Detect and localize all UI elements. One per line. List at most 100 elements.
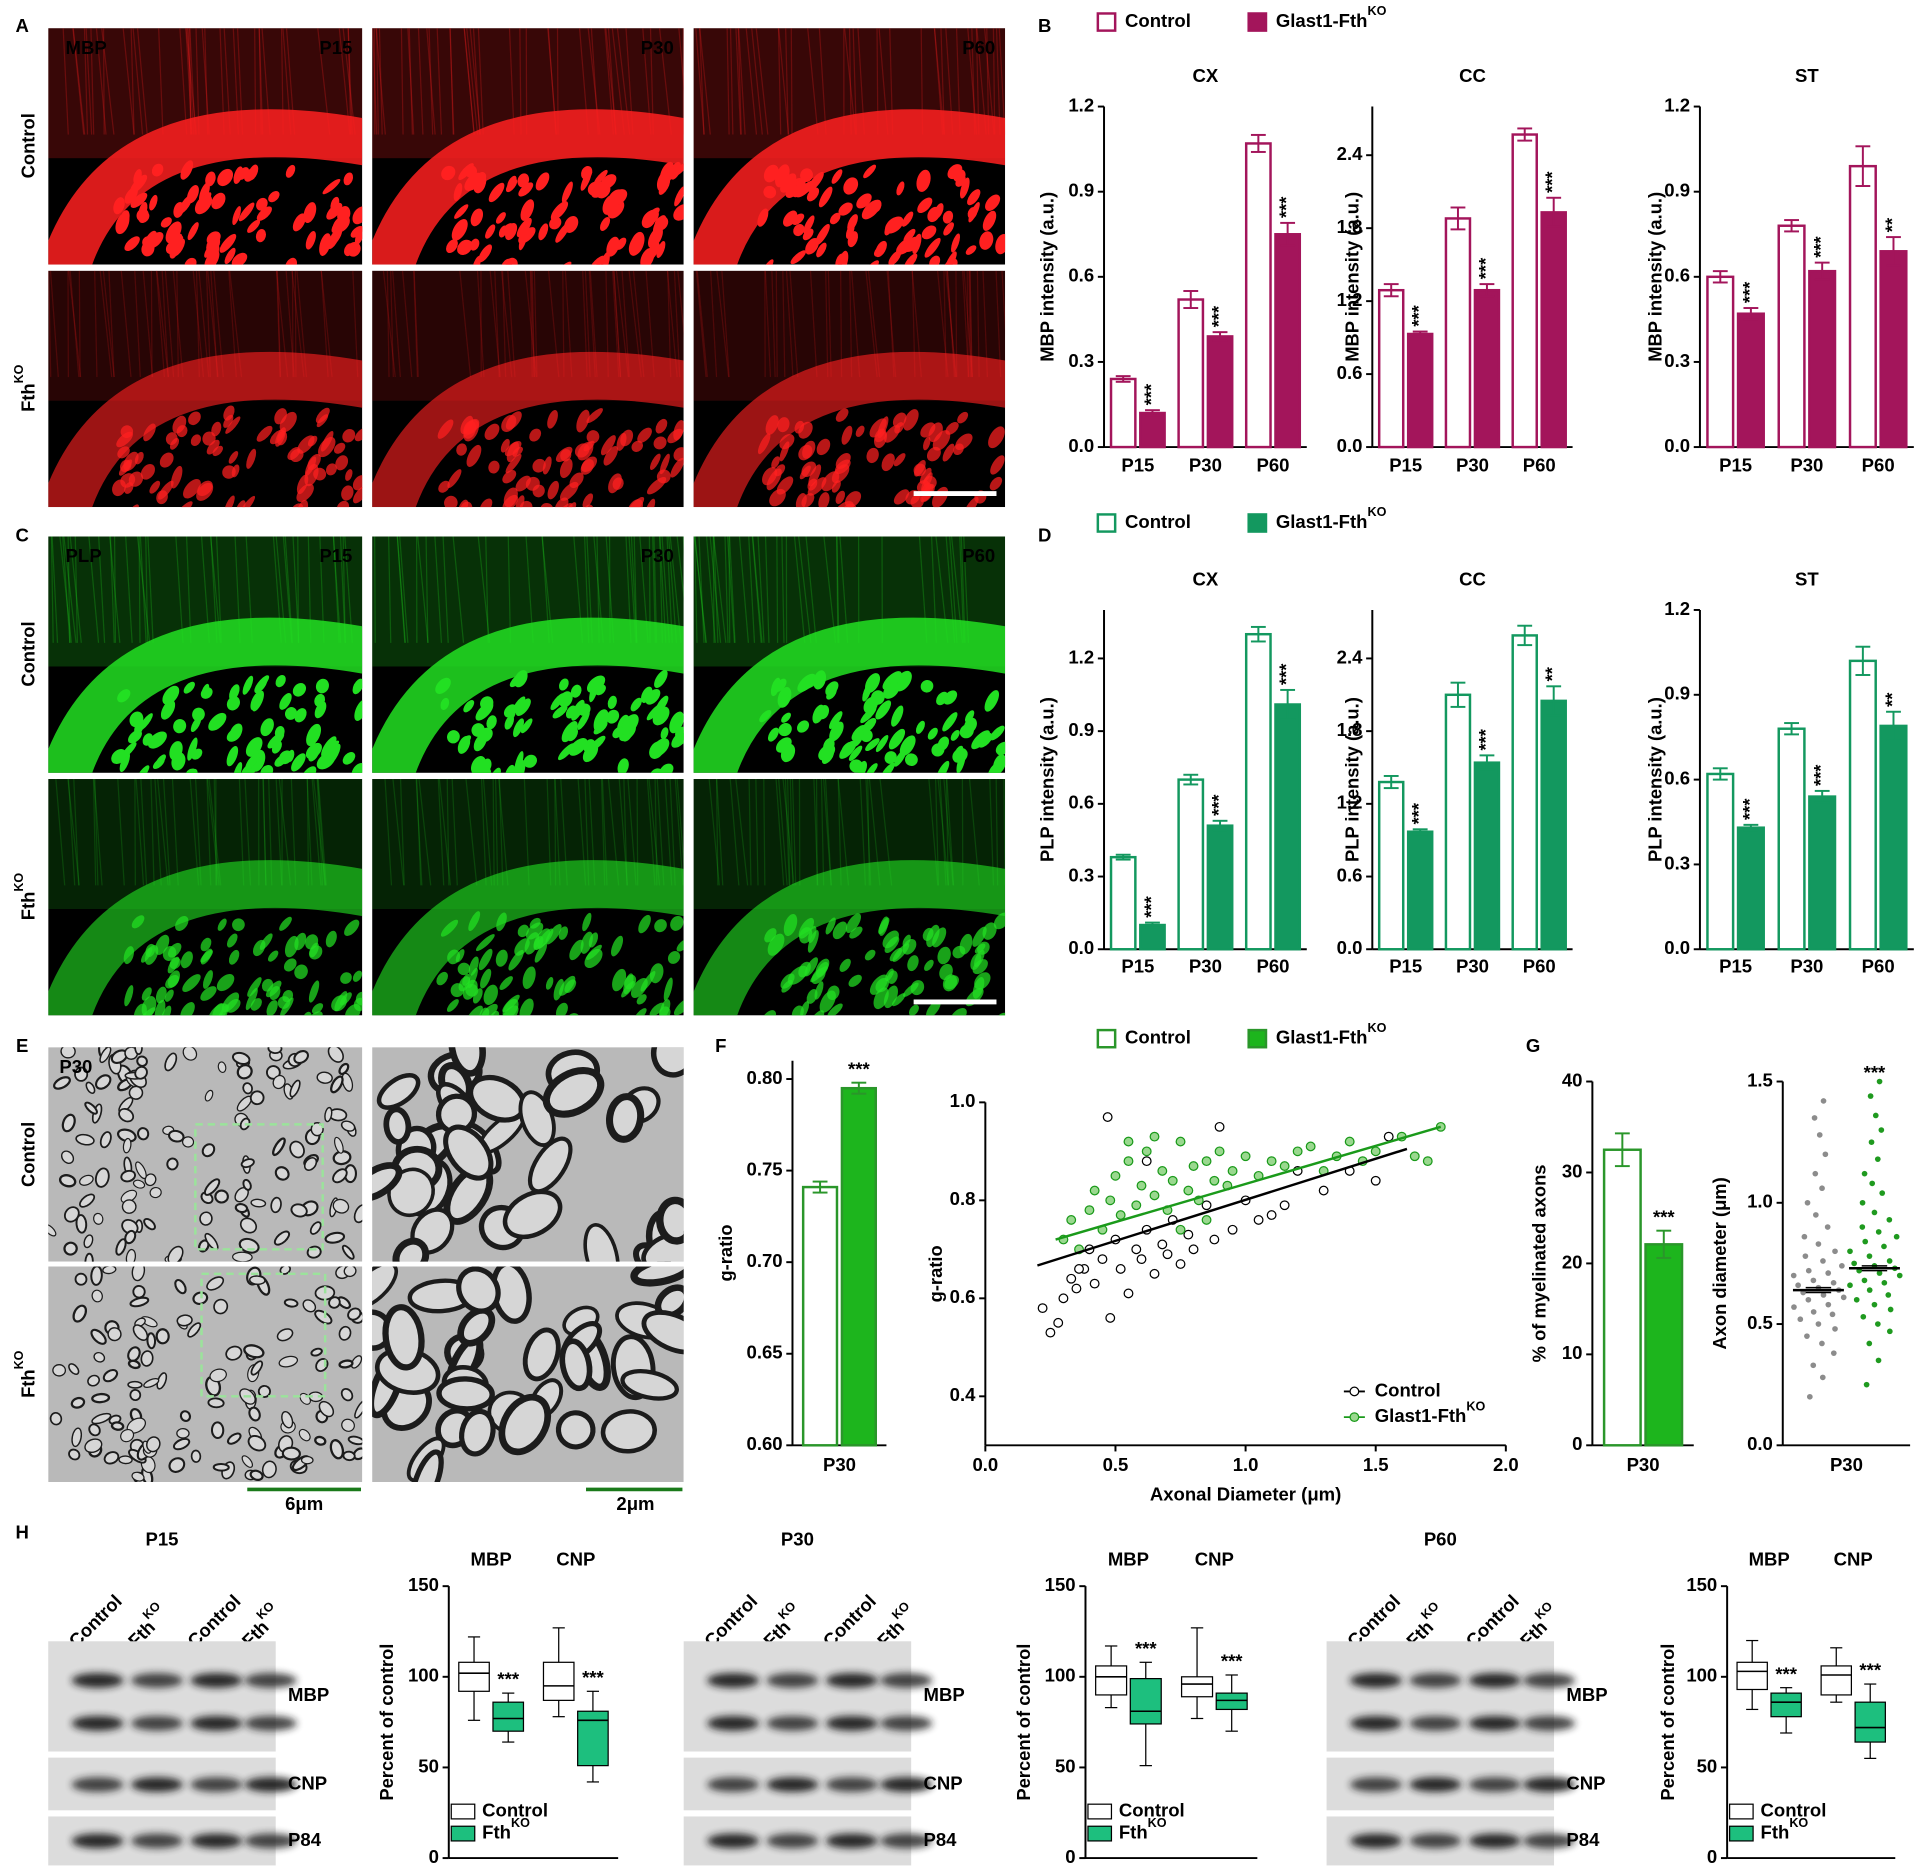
micrograph-bundle bbox=[311, 1003, 324, 1014]
axon bbox=[140, 1350, 154, 1367]
y-tick-label: 0.3 bbox=[1664, 350, 1690, 371]
micrograph-bundle bbox=[602, 194, 618, 215]
axon bbox=[90, 1328, 107, 1345]
micrograph-bundle bbox=[932, 430, 951, 451]
micrograph-fiber bbox=[705, 536, 716, 643]
micrograph-bundle bbox=[196, 482, 214, 501]
micrograph-bundle bbox=[228, 450, 239, 464]
point bbox=[1893, 1233, 1900, 1240]
micrograph-bundle bbox=[835, 408, 849, 422]
micrograph bbox=[693, 778, 1006, 1016]
micrograph-bundle bbox=[515, 475, 531, 492]
x-tick-label: P60 bbox=[1523, 455, 1556, 476]
micrograph-fiber bbox=[698, 536, 705, 643]
micrograph-bundle bbox=[119, 210, 130, 229]
axon bbox=[261, 1460, 277, 1479]
micrograph-fiber bbox=[790, 28, 793, 135]
micrograph-fiber bbox=[386, 270, 390, 378]
axon bbox=[338, 1062, 350, 1076]
micrograph-fiber bbox=[815, 778, 818, 886]
micrograph-bundle bbox=[865, 738, 880, 752]
micrograph-bundle bbox=[646, 476, 667, 495]
axon bbox=[232, 1251, 253, 1262]
point bbox=[1105, 1195, 1116, 1206]
micrograph-bundle bbox=[284, 257, 297, 265]
micrograph-bundle bbox=[582, 493, 594, 508]
micrograph-fiber bbox=[147, 536, 154, 643]
micrograph-bundle bbox=[903, 409, 919, 431]
micrograph-bundle bbox=[180, 160, 194, 180]
micrograph-bundle bbox=[155, 986, 167, 1004]
micrograph-fiber bbox=[469, 28, 482, 135]
micrograph-bundle bbox=[586, 944, 602, 961]
micrograph-fiber bbox=[375, 28, 386, 135]
micrograph-bundle bbox=[671, 729, 684, 748]
category-label: MBP bbox=[1749, 1548, 1790, 1569]
band-label: P84 bbox=[924, 1829, 958, 1850]
point bbox=[1797, 1316, 1804, 1323]
micrograph-bundle bbox=[340, 972, 352, 984]
micrograph-fiber bbox=[677, 270, 684, 336]
point bbox=[1872, 1112, 1879, 1119]
point bbox=[1201, 1156, 1212, 1167]
axon bbox=[327, 1047, 344, 1063]
axon bbox=[149, 1186, 162, 1199]
micrograph-bundle bbox=[504, 715, 514, 730]
micrograph-bundle bbox=[767, 727, 779, 742]
micrograph-bundle bbox=[484, 423, 500, 440]
micrograph-bundle bbox=[839, 740, 857, 759]
micrograph-bundle bbox=[279, 916, 292, 931]
age-label: P15 bbox=[319, 545, 352, 566]
micrograph-fiber bbox=[669, 536, 682, 643]
axon bbox=[60, 1047, 76, 1059]
micrograph-fiber bbox=[179, 28, 188, 135]
point bbox=[1878, 1127, 1885, 1133]
axon bbox=[620, 1369, 679, 1401]
micrograph-fiber bbox=[738, 536, 750, 643]
axon bbox=[164, 1052, 178, 1072]
axon bbox=[314, 1435, 327, 1446]
legend-swatch bbox=[1247, 513, 1268, 533]
micrograph-bundle bbox=[342, 428, 356, 443]
point bbox=[1815, 1241, 1822, 1247]
micrograph-bundle bbox=[139, 713, 153, 731]
micrograph-bundle bbox=[847, 214, 858, 231]
micrograph-fiber bbox=[676, 536, 684, 601]
point bbox=[1801, 1233, 1808, 1240]
x-tick-label: P60 bbox=[1862, 956, 1895, 977]
micrograph-bundle bbox=[545, 977, 554, 990]
blot-band bbox=[1409, 1715, 1462, 1731]
micrograph-fiber bbox=[125, 536, 133, 643]
micrograph-fiber bbox=[789, 778, 794, 886]
point bbox=[1344, 1136, 1355, 1147]
micrograph-bundle bbox=[458, 163, 474, 181]
y-axis-label: PLP intensity (a.u.) bbox=[1342, 697, 1363, 862]
micrograph-fiber bbox=[751, 28, 763, 135]
bar bbox=[1706, 275, 1735, 449]
axon bbox=[324, 1231, 346, 1244]
micrograph-bundle bbox=[223, 414, 234, 428]
micrograph-fiber bbox=[498, 778, 504, 886]
chart-title: CC bbox=[1459, 569, 1486, 590]
micrograph-fiber bbox=[694, 536, 698, 643]
micrograph-bundle bbox=[607, 695, 617, 709]
micrograph-bundle bbox=[857, 760, 868, 773]
row-label: Control bbox=[17, 621, 38, 686]
axon bbox=[242, 1082, 253, 1095]
micrograph-fiber bbox=[150, 778, 155, 886]
point bbox=[1806, 1393, 1813, 1400]
micrograph-bundle bbox=[655, 695, 669, 713]
micrograph-fiber bbox=[189, 28, 192, 135]
axon bbox=[83, 1234, 94, 1249]
point bbox=[1188, 1161, 1199, 1171]
micrograph-bundle bbox=[967, 189, 981, 206]
micrograph-bundle bbox=[174, 501, 193, 508]
micrograph-bundle bbox=[453, 183, 463, 201]
micrograph-bundle bbox=[206, 439, 220, 455]
micrograph-bundle bbox=[654, 919, 667, 933]
micrograph-bundle bbox=[173, 719, 187, 734]
axon bbox=[102, 1368, 119, 1383]
micrograph-bundle bbox=[502, 994, 520, 1013]
micrograph bbox=[372, 1266, 684, 1483]
micrograph-bundle bbox=[124, 236, 140, 252]
